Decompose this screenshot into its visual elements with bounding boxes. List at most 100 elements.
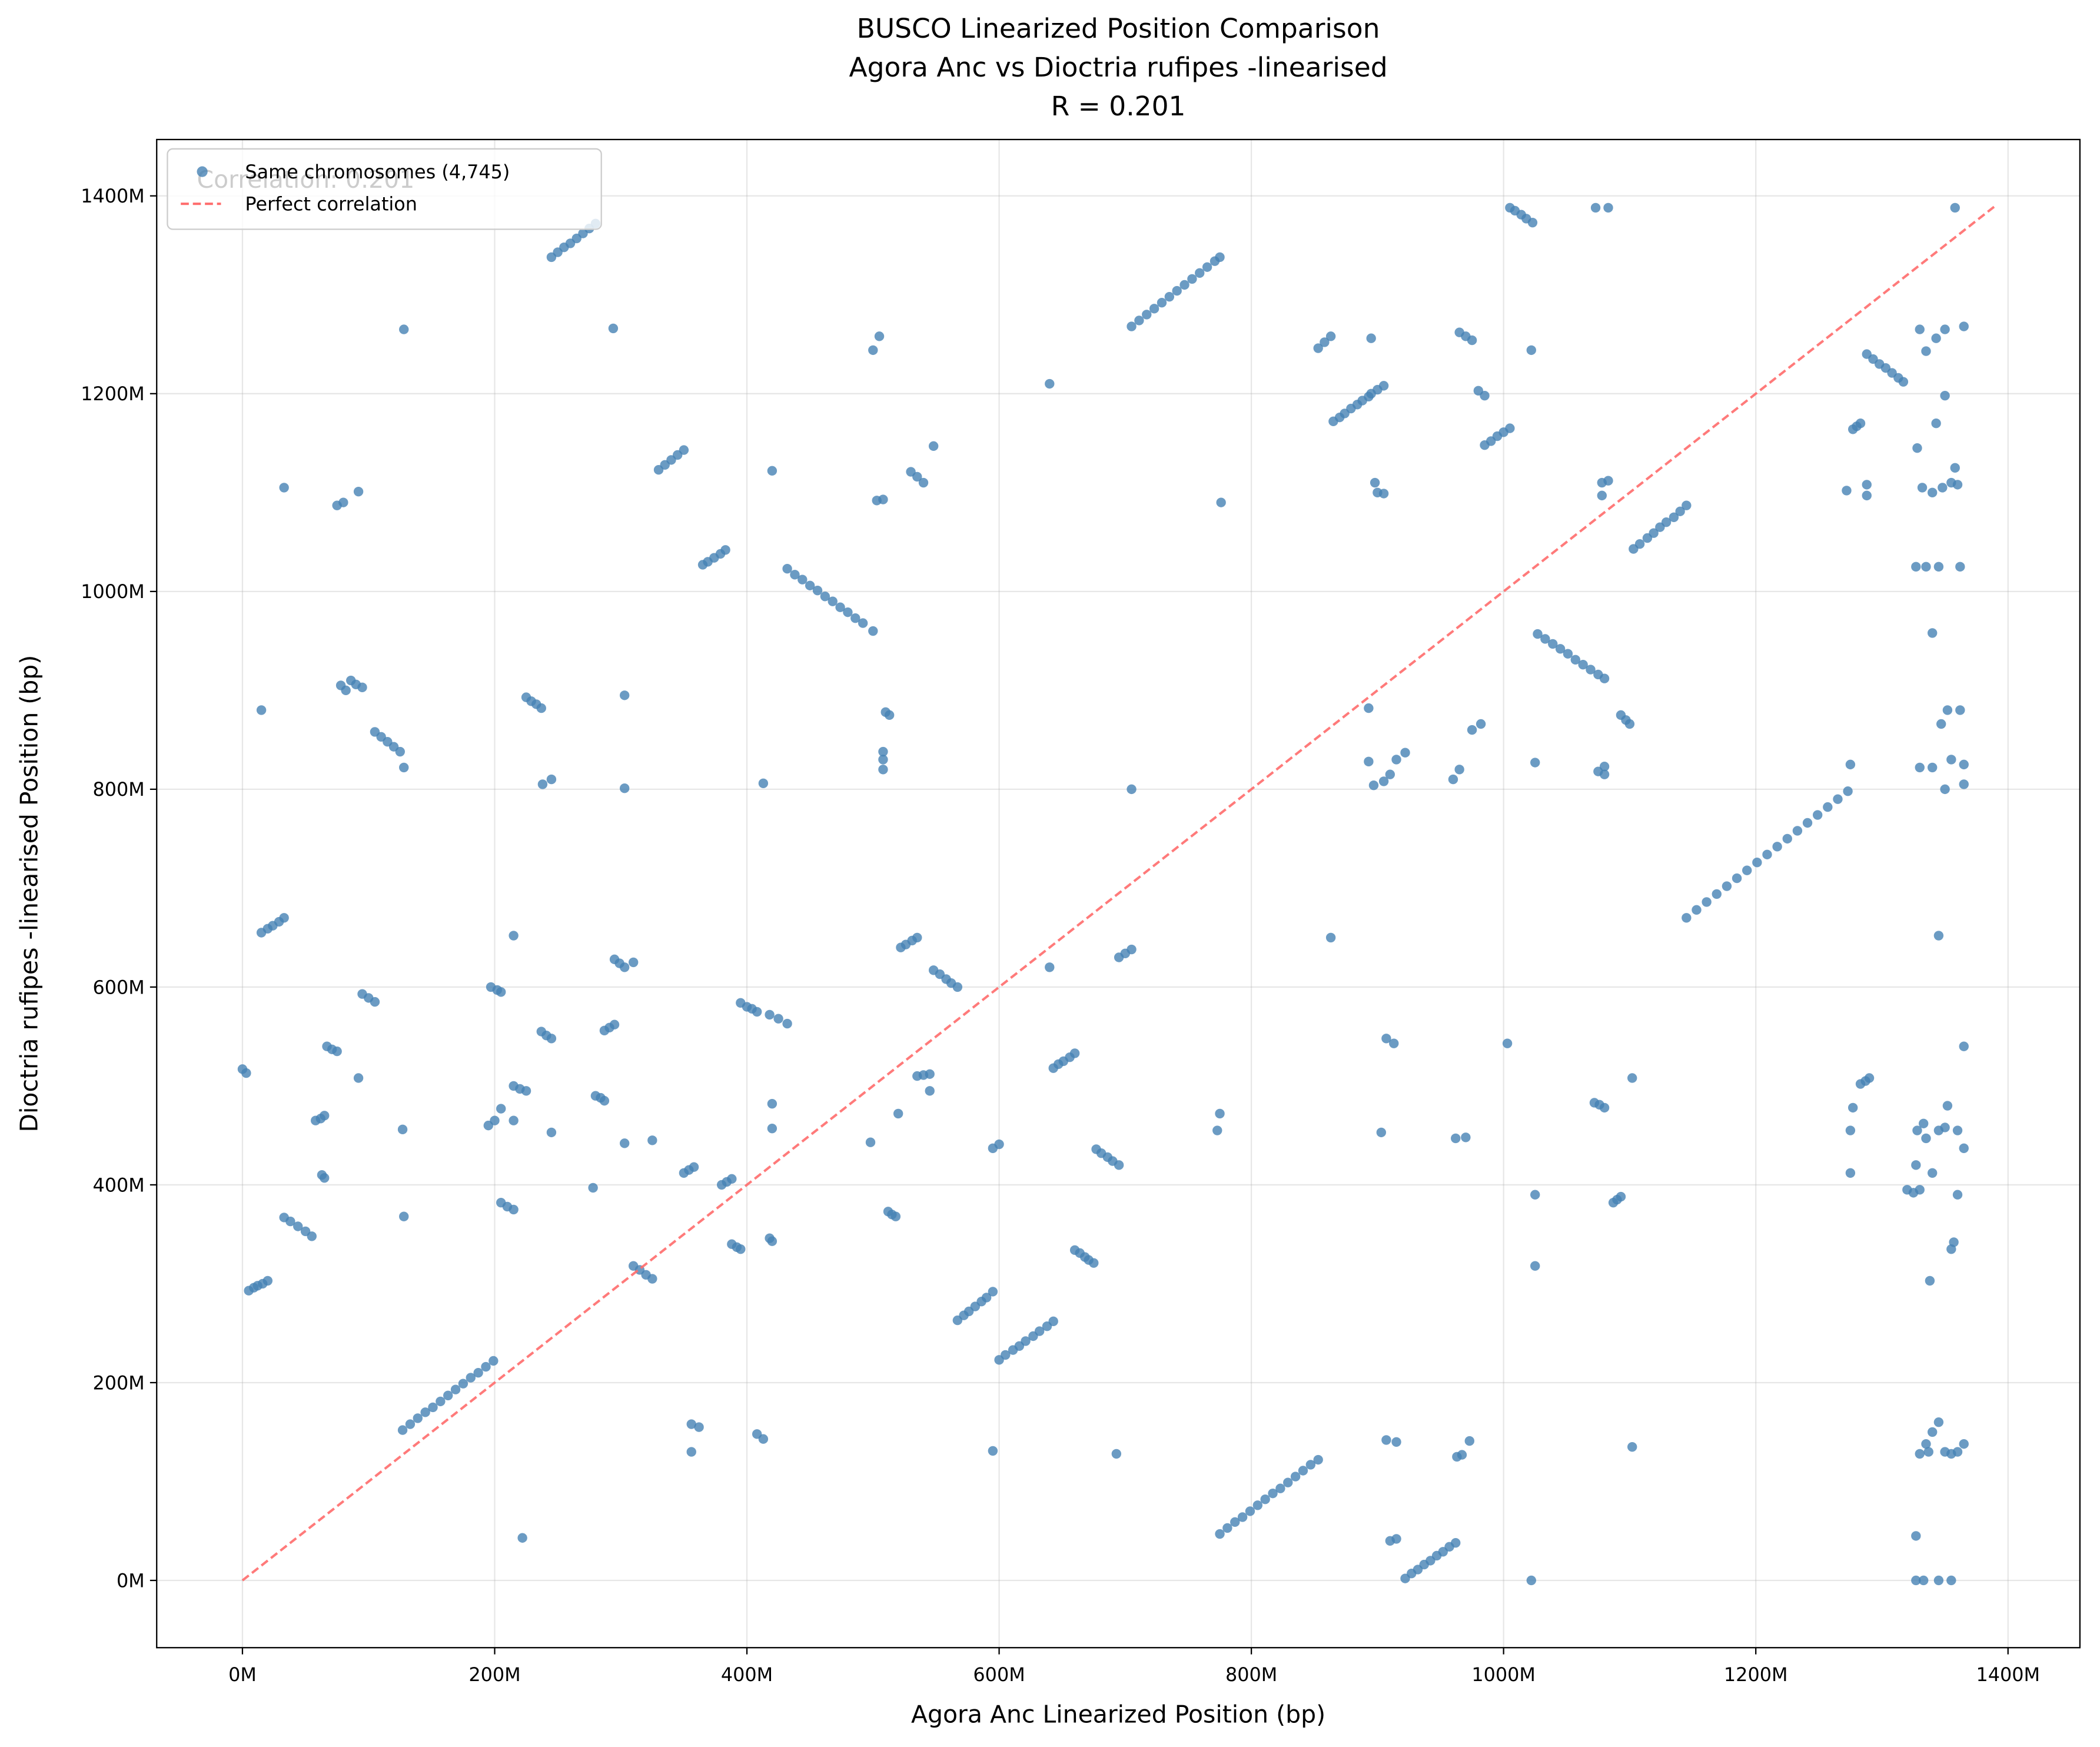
data-point: [338, 497, 348, 507]
data-point: [1915, 1185, 1925, 1195]
data-point: [893, 1108, 903, 1119]
data-point: [1959, 759, 1969, 770]
data-point: [1215, 1108, 1225, 1119]
data-point: [1385, 769, 1395, 779]
data-point: [1933, 1417, 1944, 1427]
data-point: [890, 1211, 901, 1221]
data-point: [1089, 1258, 1099, 1268]
data-point: [399, 324, 409, 334]
legend-marker: [197, 166, 208, 177]
data-point: [1599, 762, 1610, 772]
data-point: [912, 471, 922, 482]
data-point: [1742, 865, 1752, 875]
data-point: [858, 618, 868, 628]
chart-title: BUSCO Linearized Position Comparison: [857, 13, 1380, 44]
chart-title: Agora Anc vs Dioctria rufipes -linearise…: [849, 52, 1388, 83]
y-tick-label: 400M: [92, 1174, 144, 1196]
data-point: [912, 932, 922, 943]
data-point: [1848, 1102, 1858, 1113]
data-point: [1001, 1350, 1011, 1360]
data-point: [481, 1361, 491, 1372]
data-point: [1862, 480, 1872, 490]
data-point: [981, 1293, 992, 1303]
data-point: [341, 685, 351, 696]
y-tick-label: 1400M: [81, 185, 145, 207]
data-point: [1298, 1466, 1308, 1476]
data-point: [353, 1073, 364, 1083]
data-point: [1364, 703, 1374, 713]
data-point: [1069, 1048, 1080, 1058]
data-point: [1599, 1102, 1610, 1113]
data-point: [805, 580, 815, 590]
data-point: [988, 1446, 998, 1456]
data-point: [1842, 486, 1852, 496]
data-point: [878, 755, 888, 765]
data-point: [1833, 794, 1843, 804]
data-point: [1802, 818, 1813, 828]
data-point: [285, 1216, 295, 1227]
data-point: [843, 607, 853, 617]
data-point: [1762, 849, 1772, 859]
data-point: [1526, 345, 1536, 356]
data-point: [1172, 285, 1182, 296]
data-point: [1215, 252, 1225, 263]
data-point: [835, 602, 845, 612]
data-point: [1812, 810, 1823, 820]
x-tick-label: 1200M: [1724, 1663, 1788, 1686]
data-point: [1603, 202, 1613, 213]
data-point: [1527, 217, 1538, 228]
data-point: [1845, 1125, 1856, 1135]
data-point: [1215, 1529, 1225, 1539]
x-tick-label: 1000M: [1471, 1663, 1536, 1686]
data-point: [1921, 1439, 1931, 1449]
data-point: [517, 1533, 527, 1543]
y-tick-label: 200M: [92, 1371, 144, 1394]
data-point: [1448, 774, 1458, 785]
data-point: [679, 445, 689, 455]
data-point: [752, 1007, 762, 1017]
data-point: [473, 1367, 483, 1378]
data-point: [1931, 333, 1941, 343]
data-point: [1476, 719, 1486, 729]
data-point: [1931, 419, 1941, 429]
data-point: [436, 1396, 446, 1407]
data-point: [868, 626, 878, 636]
data-point: [405, 1419, 416, 1429]
data-point: [1320, 337, 1330, 347]
legend-label: Perfect correlation: [245, 193, 417, 215]
data-point: [1782, 833, 1792, 844]
data-point: [1616, 1191, 1626, 1202]
data-point: [536, 703, 546, 713]
data-point: [1391, 1534, 1401, 1544]
data-point: [1918, 1118, 1929, 1128]
data-point: [1599, 769, 1610, 779]
data-point: [1923, 1447, 1933, 1457]
data-point: [1378, 489, 1389, 499]
data-point: [952, 982, 963, 992]
data-point: [1260, 1494, 1270, 1504]
data-point: [1467, 725, 1477, 735]
data-point: [1927, 762, 1938, 773]
data-point: [1400, 748, 1410, 758]
data-point: [773, 1014, 783, 1024]
data-point: [1675, 506, 1685, 516]
data-point: [1034, 1326, 1045, 1336]
data-point: [1370, 477, 1380, 488]
data-point: [397, 1425, 408, 1435]
data-point: [1451, 1537, 1461, 1548]
data-point: [767, 1098, 777, 1109]
data-point: [782, 564, 792, 574]
data-point: [1454, 765, 1464, 775]
data-point: [1530, 758, 1540, 768]
data-point: [509, 1115, 519, 1125]
data-point: [353, 486, 364, 497]
data-point: [1212, 1125, 1222, 1135]
data-point: [619, 690, 630, 700]
data-point: [1381, 1034, 1391, 1044]
data-point: [395, 746, 405, 757]
data-point: [647, 1274, 657, 1284]
data-point: [496, 987, 506, 997]
data-point: [1530, 1261, 1540, 1271]
data-point: [458, 1379, 468, 1389]
